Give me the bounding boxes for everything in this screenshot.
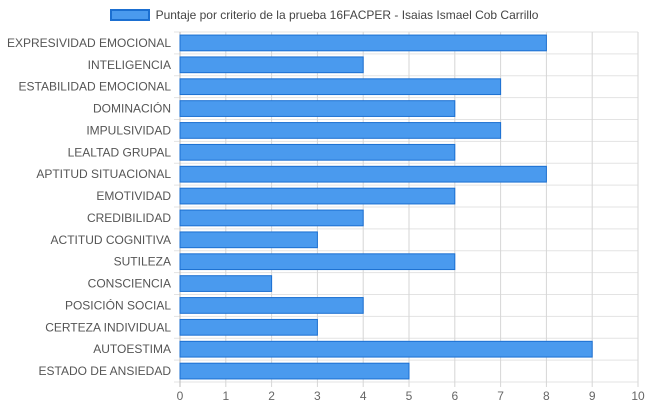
bar bbox=[179, 165, 547, 183]
category-label: IMPULSIVIDAD bbox=[86, 123, 171, 137]
category-label: APTITUD SITUACIONAL bbox=[36, 167, 171, 181]
x-tick-label: 7 bbox=[497, 389, 504, 403]
category-label: DOMINACIÓN bbox=[93, 101, 171, 116]
bar bbox=[179, 78, 502, 96]
x-tick-label: 3 bbox=[314, 389, 321, 403]
category-label: AUTOESTIMA bbox=[93, 342, 171, 356]
bar bbox=[179, 253, 456, 271]
bar bbox=[179, 231, 318, 249]
x-tick-label: 9 bbox=[589, 389, 596, 403]
category-label: EMOTIVIDAD bbox=[96, 189, 171, 203]
legend-swatch bbox=[109, 9, 150, 21]
bar bbox=[179, 100, 456, 117]
category-label: EXPRESIVIDAD EMOCIONAL bbox=[7, 36, 171, 50]
bar bbox=[179, 362, 410, 380]
category-label: CERTEZA INDIVIDUAL bbox=[45, 320, 171, 334]
x-tick-label: 6 bbox=[451, 389, 458, 403]
x-tick-label: 1 bbox=[222, 389, 229, 403]
legend-label: Puntaje por criterio de la prueba 16FACP… bbox=[155, 8, 539, 22]
category-label: INTELIGENCIA bbox=[88, 58, 171, 72]
category-label: POSICIÓN SOCIAL bbox=[65, 297, 171, 312]
x-tick-label: 2 bbox=[268, 389, 275, 403]
category-label: SUTILEZA bbox=[114, 255, 171, 269]
category-label: ESTADO DE ANSIEDAD bbox=[39, 364, 172, 378]
bar bbox=[179, 297, 364, 314]
x-tick-label: 10 bbox=[631, 389, 645, 403]
bar bbox=[179, 209, 364, 227]
bar bbox=[179, 143, 456, 161]
bar bbox=[179, 275, 273, 292]
category-label: CONSCIENCIA bbox=[88, 277, 171, 291]
x-tick-label: 5 bbox=[406, 389, 413, 403]
bar bbox=[179, 187, 456, 205]
bar bbox=[179, 122, 502, 139]
bar bbox=[179, 318, 318, 336]
category-label: CREDIBILIDAD bbox=[87, 211, 171, 225]
bar bbox=[179, 340, 593, 358]
category-label: ACTITUD COGNITIVA bbox=[51, 233, 171, 247]
bar bbox=[179, 34, 547, 52]
category-label: ESTABILIDAD EMOCIONAL bbox=[19, 80, 172, 94]
category-label: LEALTAD GRUPAL bbox=[68, 145, 172, 159]
x-tick-label: 8 bbox=[543, 389, 550, 403]
legend[interactable]: Puntaje por criterio de la prueba 16FACP… bbox=[0, 8, 648, 22]
bar bbox=[179, 56, 364, 74]
x-tick-label: 4 bbox=[360, 389, 367, 403]
x-tick-label: 0 bbox=[177, 389, 184, 403]
